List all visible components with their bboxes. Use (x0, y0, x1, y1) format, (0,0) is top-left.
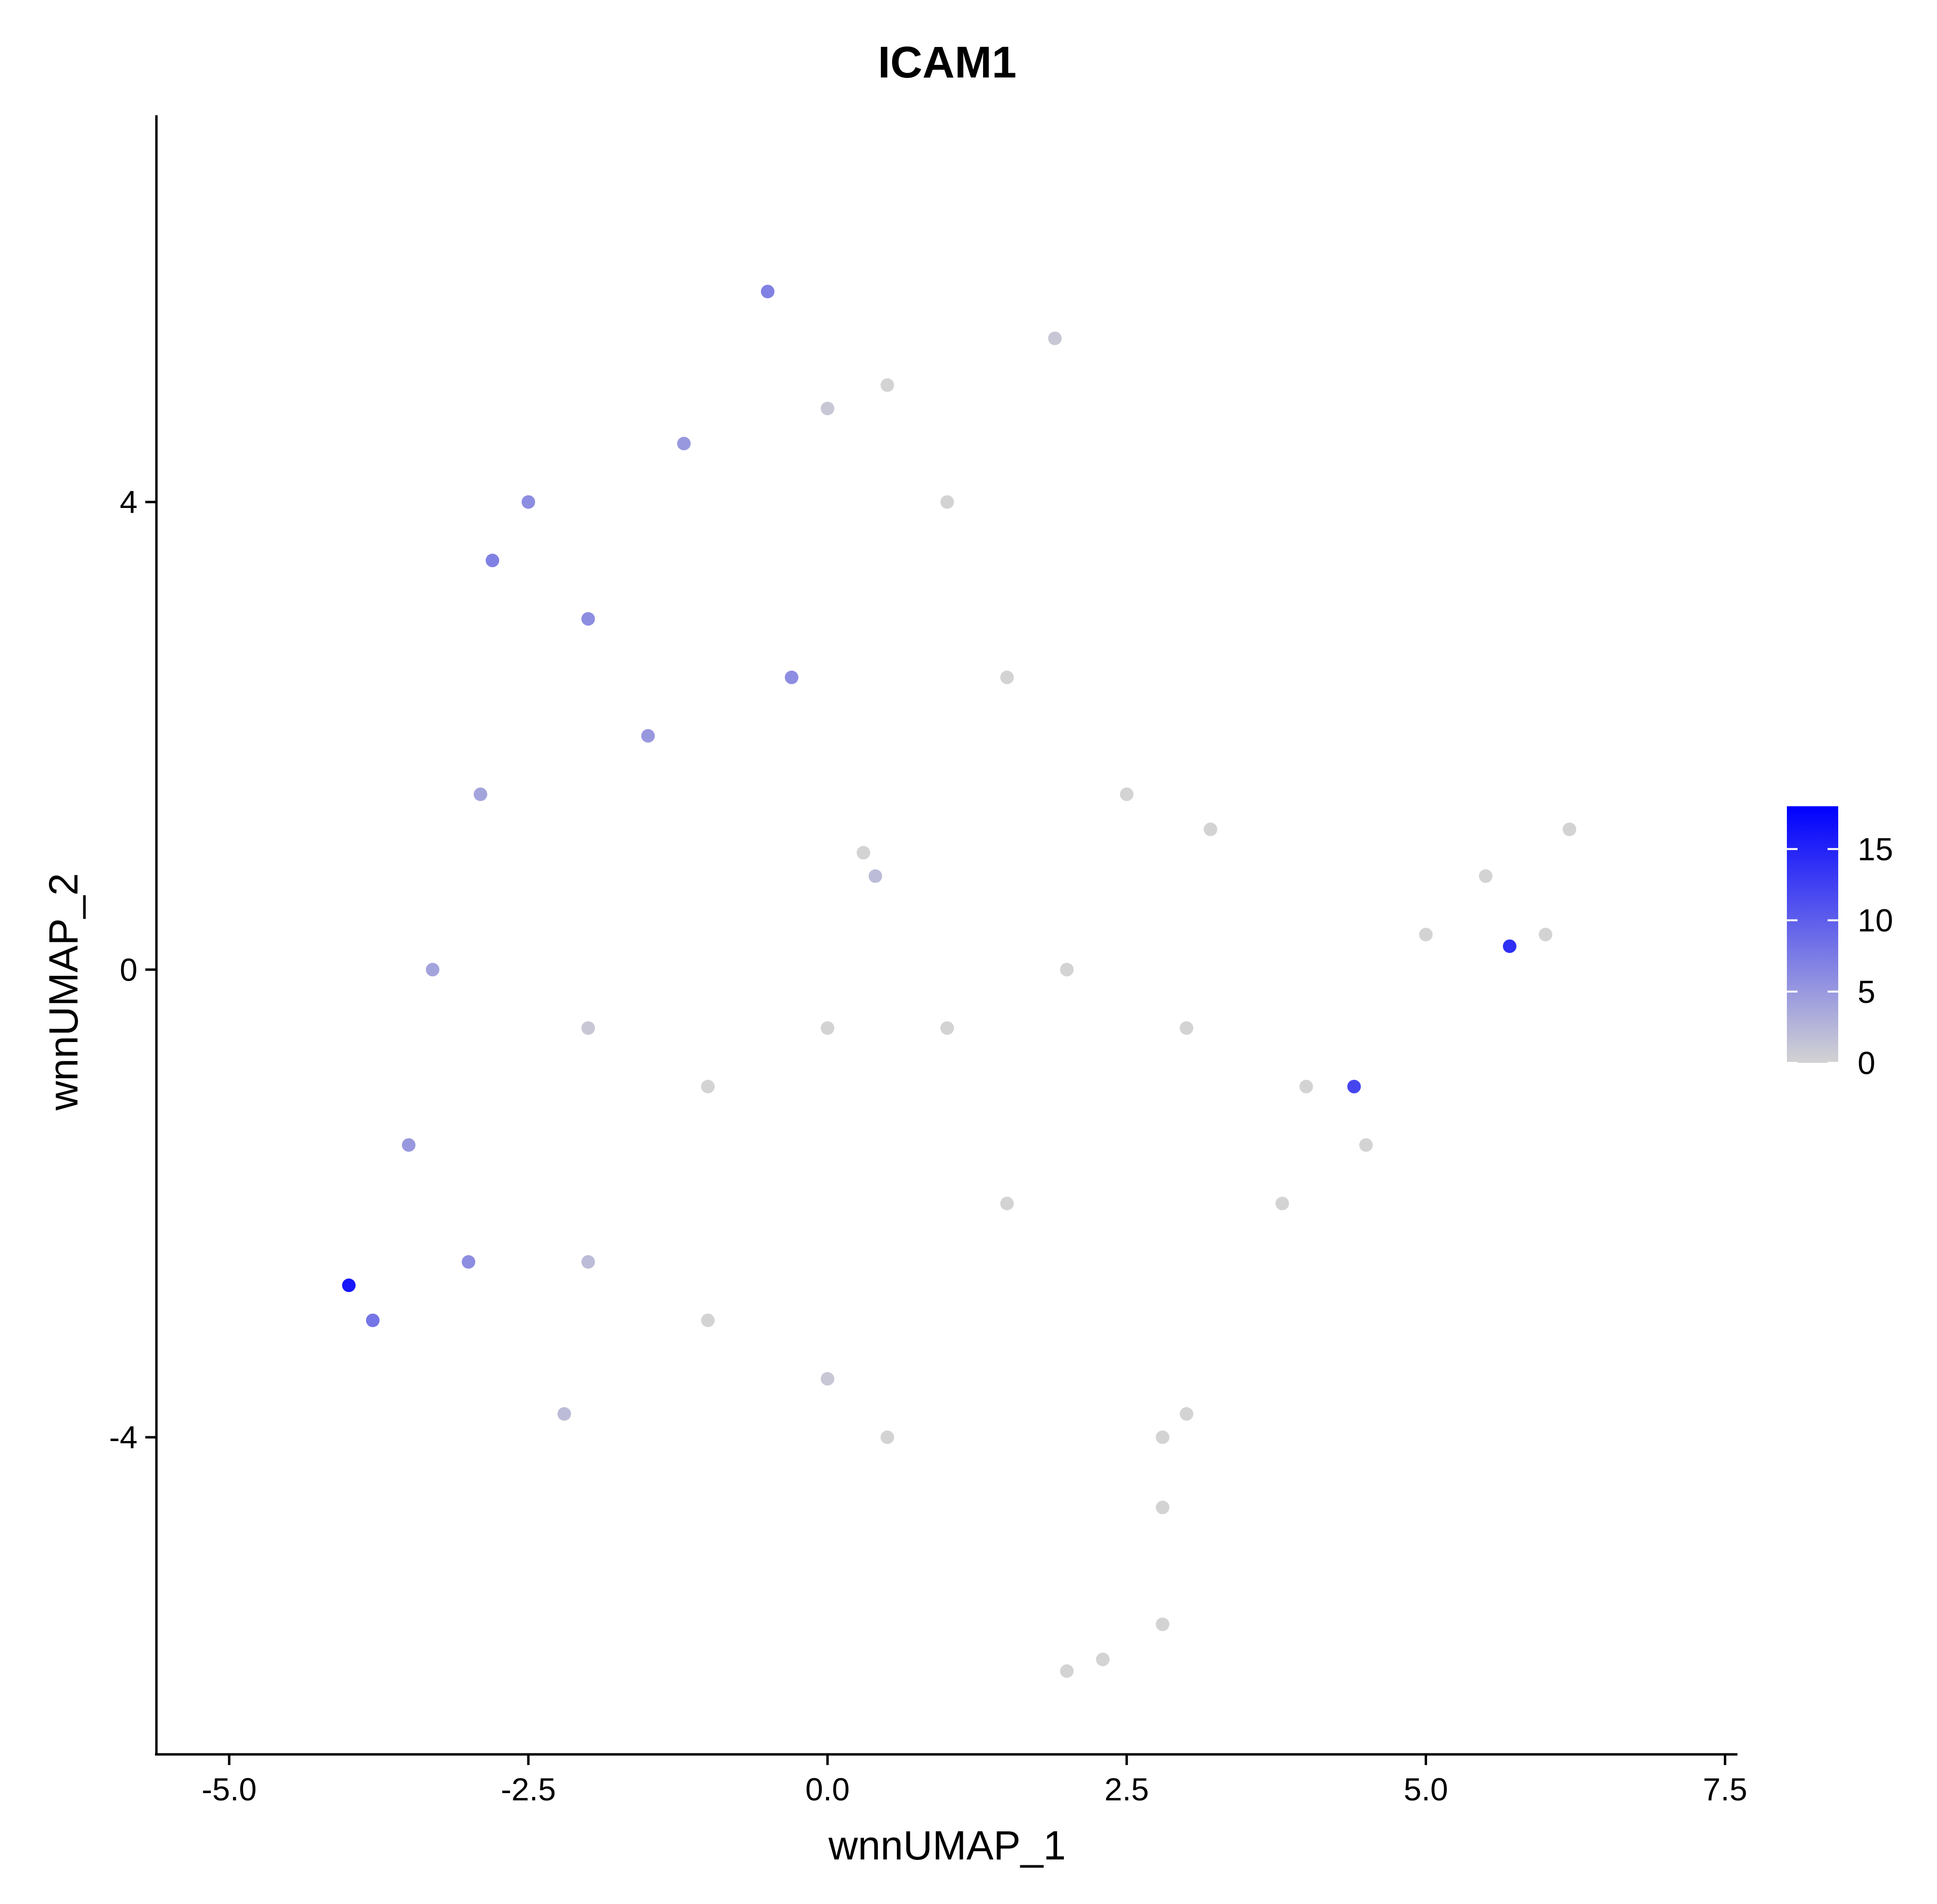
legend-color-bar (1787, 806, 1838, 1063)
data-point (581, 1255, 595, 1269)
legend-ticks: 0 5 10 15 (1787, 831, 1893, 1081)
y-tick-label: 4 (120, 484, 138, 520)
data-point (1503, 939, 1517, 953)
data-point (581, 1021, 595, 1035)
legend-tick-label: 15 (1858, 831, 1893, 867)
data-point (880, 1430, 894, 1444)
data-point (1060, 963, 1074, 977)
data-point (1180, 1021, 1194, 1035)
data-point (1000, 1197, 1014, 1211)
data-point (1155, 1617, 1169, 1631)
data-point (784, 670, 799, 684)
legend-tick-label: 0 (1858, 1045, 1876, 1081)
data-point (677, 437, 691, 450)
y-axis-ticks: -4 0 4 (109, 484, 156, 1455)
data-point (1048, 331, 1062, 345)
data-point (641, 729, 655, 743)
y-tick-label: -4 (109, 1419, 138, 1455)
data-point (820, 1021, 834, 1035)
data-point (880, 378, 894, 392)
data-point (761, 285, 775, 299)
x-tick-label: -5.0 (201, 1771, 257, 1807)
data-point (1479, 869, 1492, 883)
data-point (485, 553, 499, 568)
data-point (1060, 1664, 1074, 1678)
legend-tick-label: 10 (1858, 903, 1893, 938)
data-point (342, 1278, 356, 1292)
y-tick-label: 0 (120, 952, 138, 987)
data-point (820, 401, 834, 415)
data-point (820, 1372, 834, 1386)
legend-tick-label: 5 (1858, 974, 1876, 1010)
x-tick-label: 2.5 (1105, 1771, 1149, 1807)
data-point (857, 846, 870, 860)
data-point (868, 869, 882, 883)
x-tick-label: -2.5 (501, 1771, 556, 1807)
data-point (940, 1021, 954, 1035)
data-point (1203, 822, 1217, 836)
data-point (701, 1079, 715, 1093)
data-point (1419, 928, 1433, 941)
data-point (1347, 1079, 1361, 1093)
data-point (1180, 1407, 1194, 1421)
data-point (426, 963, 440, 977)
data-point (366, 1313, 380, 1327)
data-point (474, 787, 488, 801)
points-layer (342, 285, 1576, 1678)
chart-title: ICAM1 (878, 38, 1016, 87)
x-axis-ticks: -5.0 -2.5 0.0 2.5 5.0 7.5 (201, 1754, 1747, 1807)
data-point (557, 1407, 571, 1421)
x-tick-label: 5.0 (1404, 1771, 1448, 1807)
x-tick-label: 0.0 (805, 1771, 850, 1807)
data-point (1359, 1138, 1373, 1152)
data-point (1120, 787, 1134, 801)
data-point (402, 1138, 415, 1152)
data-point (1096, 1652, 1110, 1666)
color-legend: 0 5 10 15 (1787, 806, 1893, 1081)
data-point (940, 495, 954, 509)
data-point (1000, 670, 1014, 684)
data-point (461, 1255, 476, 1269)
data-point (1275, 1197, 1289, 1211)
y-axis-title: wnnUMAP_2 (41, 873, 86, 1111)
x-axis-title: wnnUMAP_1 (828, 1823, 1066, 1868)
data-point (581, 612, 595, 626)
data-point (1155, 1430, 1169, 1444)
data-point (1299, 1079, 1313, 1093)
data-point (701, 1313, 715, 1327)
data-point (1563, 822, 1576, 836)
x-tick-label: 7.5 (1703, 1771, 1747, 1807)
data-point (1155, 1501, 1169, 1514)
data-point (522, 495, 536, 509)
data-point (1538, 928, 1553, 941)
